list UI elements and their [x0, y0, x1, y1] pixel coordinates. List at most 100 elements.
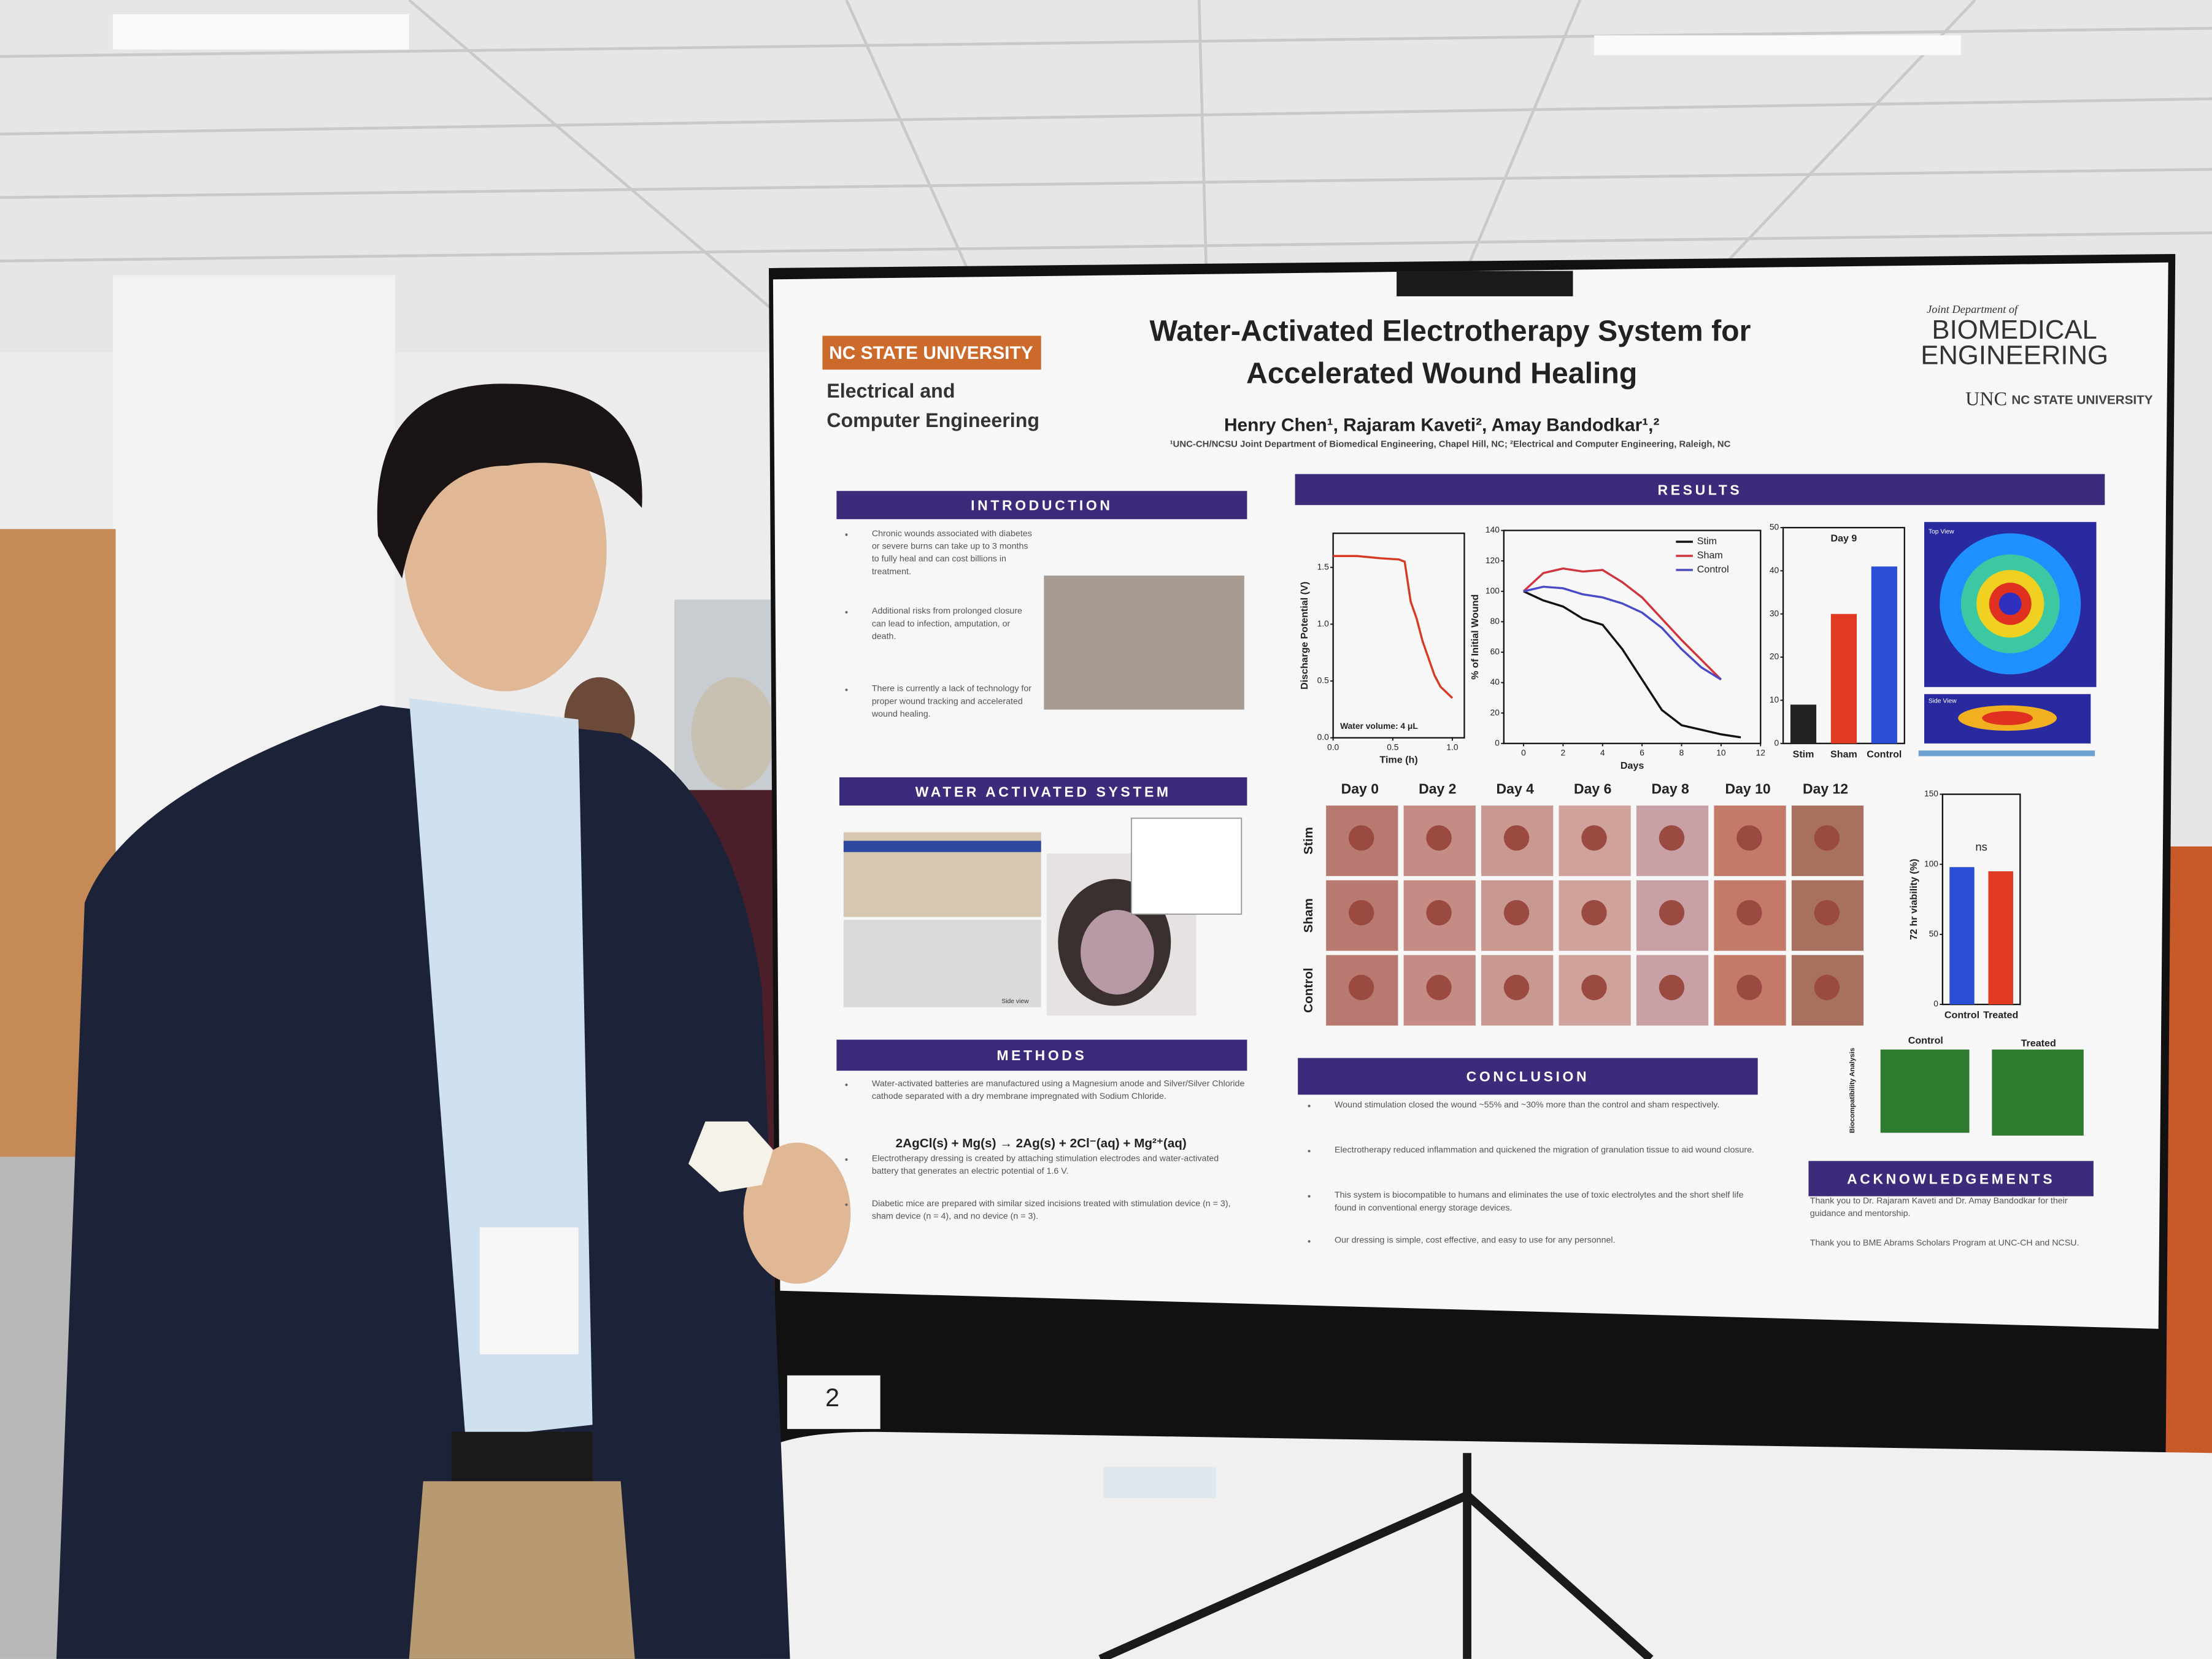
- methods-text: Diabetic mice are prepared with similar …: [871, 1199, 1231, 1222]
- y-tick-label: 60: [1490, 647, 1500, 656]
- methods-text: Electrotherapy dressing is created by at…: [871, 1153, 1219, 1177]
- wound: [1581, 974, 1607, 1001]
- intro-text: Chronic wounds associated with diabetes …: [871, 529, 1032, 577]
- methods-text-box: Water-activated batteries are manufactur…: [872, 1079, 1245, 1102]
- x-tick-label: 0.5: [1387, 742, 1398, 752]
- bar: [1830, 614, 1857, 744]
- data-line: [1523, 585, 1722, 681]
- bullet: [1308, 1195, 1311, 1198]
- section-heading: INTRODUCTION: [971, 498, 1112, 514]
- bar: [1871, 566, 1897, 744]
- y-tick-label: 40: [1490, 677, 1500, 687]
- x-axis-label: Days: [1620, 760, 1644, 771]
- person-belt: [451, 1431, 593, 1488]
- logo-text: Joint Department of: [1927, 303, 2019, 315]
- wound: [1659, 974, 1685, 1001]
- day-label: Day 6: [1574, 781, 1611, 797]
- y-tick-label: 20: [1490, 708, 1500, 717]
- day-label: Day 12: [1803, 781, 1848, 797]
- bullet: [1308, 1150, 1311, 1153]
- logo-text: UNC: [1965, 387, 2007, 409]
- wound: [1581, 825, 1607, 851]
- bullet: [845, 1158, 848, 1161]
- easel: [1098, 1453, 1654, 1659]
- wound-image-grid: [1326, 805, 1864, 1026]
- y-axis-label: 72 hr viability (%): [1908, 859, 1919, 940]
- x-tick-label: 6: [1640, 748, 1644, 757]
- intro-text-box: Additional risks from prolonged closure …: [871, 606, 1022, 642]
- y-tick-label: 80: [1490, 617, 1500, 626]
- poster-clip: [1397, 271, 1573, 296]
- methods-text-box: Diabetic mice are prepared with similar …: [871, 1199, 1231, 1222]
- intro-text-box: There is currently a lack of technology …: [871, 684, 1032, 720]
- wound: [1659, 825, 1685, 851]
- x-tick-label: Stim: [1793, 749, 1814, 760]
- data-line: [1522, 567, 1722, 680]
- wound: [1736, 899, 1762, 926]
- bullet: [845, 533, 848, 536]
- conclusion-text-box: Wound stimulation closed the wound ~55% …: [1335, 1100, 1719, 1110]
- plot-frame: [1941, 793, 2021, 1006]
- mouse-photo: [1081, 910, 1154, 995]
- y-tick-label: 140: [1486, 525, 1500, 534]
- authors: Henry Chen¹, Rajaram Kaveti², Amay Bando…: [1224, 415, 1659, 435]
- conclusion-text: This system is biocompatible to humans a…: [1334, 1190, 1744, 1214]
- x-tick-label: 12: [1756, 748, 1765, 757]
- x-tick-label: 4: [1600, 748, 1605, 757]
- cell-image: [1880, 1049, 1970, 1133]
- bystander: [691, 677, 776, 790]
- department: Computer Engineering: [827, 409, 1039, 431]
- y-tick-label: 40: [1770, 566, 1779, 575]
- wound: [1814, 825, 1840, 851]
- day-label: Day 4: [1497, 781, 1535, 797]
- image-label: Biocompatibility Analysis: [1849, 1048, 1856, 1133]
- intro-text: Additional risks from prolonged closure …: [871, 606, 1022, 642]
- methods-text-box: Electrotherapy dressing is created by at…: [871, 1153, 1219, 1177]
- section-heading: ACKNOWLEDGEMENTS: [1847, 1171, 2055, 1187]
- bar: [1790, 704, 1817, 744]
- y-tick-label: 100: [1924, 859, 1938, 868]
- chart-note: Water volume: 4 μL: [1340, 722, 1418, 731]
- x-tick-label: 8: [1679, 748, 1684, 757]
- group-label: Sham: [1301, 898, 1316, 933]
- poster-title: Accelerated Wound Healing: [1246, 356, 1637, 390]
- intro-photo: [1044, 575, 1244, 710]
- department: Electrical and: [827, 380, 955, 402]
- wound: [1814, 974, 1840, 1001]
- wound: [1814, 899, 1840, 926]
- logo-text: BIOMEDICAL: [1932, 315, 2097, 345]
- image-label: Control: [1908, 1035, 1943, 1046]
- intro-text: There is currently a lack of technology …: [871, 684, 1032, 720]
- wound: [1659, 899, 1685, 926]
- device-diagram: [843, 841, 1041, 852]
- plot-frame: [1332, 533, 1465, 739]
- bullet: [845, 1203, 848, 1206]
- x-tick-label: 0: [1521, 748, 1526, 757]
- x-tick-label: 10: [1716, 748, 1726, 757]
- y-tick-label: 50: [1770, 523, 1779, 532]
- bullet: [845, 688, 848, 691]
- section-heading: RESULTS: [1658, 482, 1743, 498]
- group-label: Stim: [1301, 827, 1316, 855]
- board-number: 2: [825, 1384, 839, 1412]
- data-line: [1523, 590, 1741, 739]
- person-hair: [377, 383, 642, 579]
- equation: 2AgCl(s) + Mg(s) → 2Ag(s) + 2Cl⁻(aq) + M…: [896, 1136, 1187, 1150]
- ceiling-light: [1593, 35, 1961, 55]
- x-tick-label: 2: [1561, 748, 1566, 757]
- bullet: [1308, 1104, 1311, 1107]
- y-tick-label: 1.0: [1317, 619, 1329, 628]
- section-header: [839, 777, 1247, 806]
- section-header: [1298, 1058, 1758, 1095]
- section-header: [1808, 1161, 2094, 1196]
- university-name: NC STATE UNIVERSITY: [829, 343, 1033, 363]
- bar: [1949, 867, 1975, 1005]
- day-label: Day 8: [1651, 781, 1689, 797]
- ack-text: Thank you to Dr. Rajaram Kaveti and Dr. …: [1809, 1196, 2068, 1219]
- dressing: [688, 1121, 773, 1192]
- colorbar: [1918, 750, 2095, 756]
- poster-content: NC STATE UNIVERSITY Electrical and Compute…: [825, 303, 2153, 1412]
- electrode-diagram: [1130, 817, 1243, 915]
- photo-caption: Side view: [1001, 998, 1029, 1005]
- person-trousers: [409, 1481, 635, 1659]
